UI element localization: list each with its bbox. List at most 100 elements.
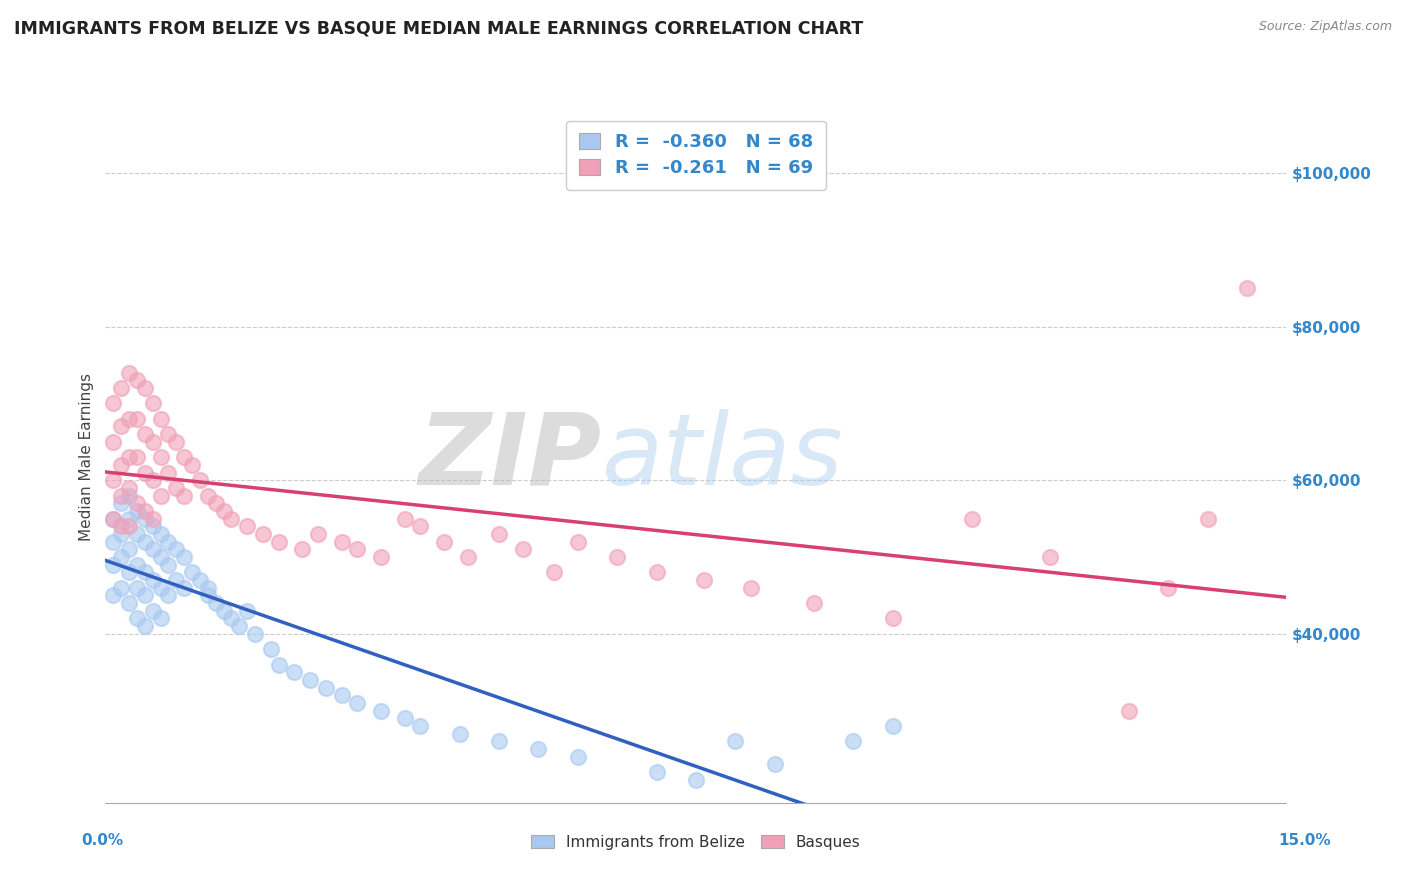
Point <box>409 519 432 533</box>
Point <box>165 481 187 495</box>
Point <box>645 765 668 780</box>
Point <box>125 411 148 425</box>
Point <box>149 411 172 425</box>
Point <box>142 542 165 557</box>
Point <box>125 373 148 387</box>
Point <box>181 458 204 472</box>
Legend: Immigrants from Belize, Basques: Immigrants from Belize, Basques <box>523 827 869 857</box>
Point <box>315 681 337 695</box>
Point <box>1118 704 1140 718</box>
Point <box>165 573 187 587</box>
Point <box>763 757 786 772</box>
Point <box>110 581 132 595</box>
Point <box>567 534 589 549</box>
Point <box>142 434 165 449</box>
Point <box>882 719 904 733</box>
Point <box>149 450 172 464</box>
Point <box>685 772 707 787</box>
Point <box>157 466 180 480</box>
Point <box>243 627 266 641</box>
Point <box>1197 511 1219 525</box>
Text: Source: ZipAtlas.com: Source: ZipAtlas.com <box>1258 20 1392 33</box>
Point <box>693 573 716 587</box>
Point <box>103 511 125 525</box>
Point <box>394 511 416 525</box>
Point <box>134 504 156 518</box>
Text: atlas: atlas <box>602 409 844 506</box>
Point <box>724 734 747 748</box>
Point <box>118 366 141 380</box>
Point <box>165 434 187 449</box>
Point <box>370 704 392 718</box>
Point <box>149 581 172 595</box>
Point <box>134 534 156 549</box>
Point <box>173 450 195 464</box>
Point <box>110 419 132 434</box>
Point <box>125 611 148 625</box>
Point <box>228 619 250 633</box>
Point <box>803 596 825 610</box>
Point <box>149 527 172 541</box>
Point <box>110 519 132 533</box>
Point <box>125 496 148 510</box>
Point <box>134 511 156 525</box>
Point <box>134 427 156 442</box>
Point <box>370 549 392 564</box>
Point <box>212 604 235 618</box>
Point <box>330 688 353 702</box>
Point <box>457 549 479 564</box>
Point <box>134 566 156 580</box>
Point <box>221 611 243 625</box>
Point <box>181 566 204 580</box>
Point <box>645 566 668 580</box>
Point <box>606 549 628 564</box>
Point <box>512 542 534 557</box>
Point <box>134 381 156 395</box>
Text: 15.0%: 15.0% <box>1278 833 1331 847</box>
Point <box>118 566 141 580</box>
Point <box>134 466 156 480</box>
Text: IMMIGRANTS FROM BELIZE VS BASQUE MEDIAN MALE EARNINGS CORRELATION CHART: IMMIGRANTS FROM BELIZE VS BASQUE MEDIAN … <box>14 20 863 37</box>
Point <box>103 473 125 487</box>
Point <box>149 489 172 503</box>
Point <box>221 511 243 525</box>
Point <box>125 527 148 541</box>
Point <box>142 519 165 533</box>
Point <box>118 489 141 503</box>
Point <box>110 489 132 503</box>
Point <box>142 511 165 525</box>
Point <box>149 611 172 625</box>
Text: 0.0%: 0.0% <box>82 833 124 847</box>
Point <box>118 542 141 557</box>
Point <box>527 742 550 756</box>
Point <box>204 496 226 510</box>
Point <box>110 496 132 510</box>
Point <box>882 611 904 625</box>
Point <box>125 504 148 518</box>
Point <box>157 589 180 603</box>
Point <box>118 411 141 425</box>
Point <box>134 589 156 603</box>
Point <box>212 504 235 518</box>
Point <box>197 489 219 503</box>
Point <box>110 458 132 472</box>
Point <box>149 549 172 564</box>
Point <box>118 519 141 533</box>
Point <box>142 604 165 618</box>
Point <box>299 673 322 687</box>
Point <box>118 450 141 464</box>
Point <box>103 434 125 449</box>
Point <box>103 589 125 603</box>
Point <box>134 619 156 633</box>
Point <box>1039 549 1062 564</box>
Point <box>173 581 195 595</box>
Text: ZIP: ZIP <box>419 409 602 506</box>
Point <box>125 581 148 595</box>
Point <box>157 534 180 549</box>
Point <box>118 511 141 525</box>
Point <box>125 558 148 572</box>
Point <box>173 549 195 564</box>
Point <box>142 396 165 410</box>
Point <box>1236 281 1258 295</box>
Point <box>118 596 141 610</box>
